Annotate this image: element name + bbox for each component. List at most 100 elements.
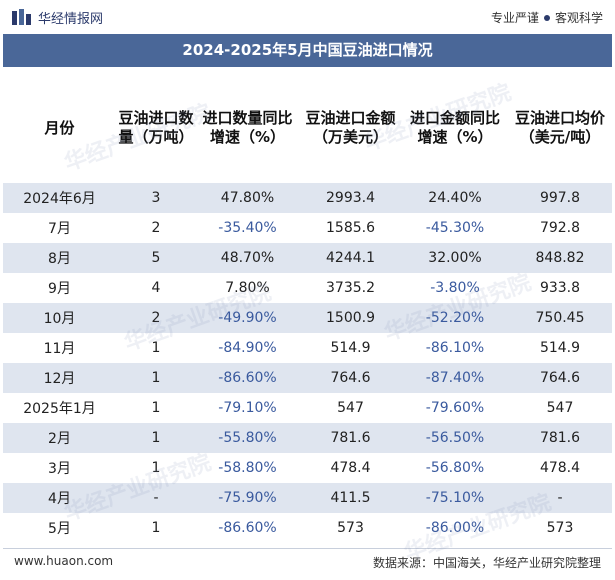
cell-amount: 781.6	[299, 423, 402, 453]
cell-amount: 478.4	[330, 460, 371, 476]
tagline-right: 客观科学	[554, 11, 603, 25]
cell-month: 4月	[3, 483, 116, 513]
cell-month: 10月	[3, 303, 116, 333]
header-avg-price: 豆油进口均价（美元/吨）	[514, 109, 605, 146]
cell-amount: 764.6	[299, 363, 402, 393]
cell-month: 2025年1月	[23, 401, 96, 417]
cell-amount-yoy: -86.10%	[425, 340, 485, 356]
table-row: 12月 1 -86.60% 764.6 -87.40% 764.6	[3, 363, 612, 393]
cell-quantity-yoy: -58.80%	[218, 460, 277, 476]
cell-quantity-yoy: -55.80%	[196, 423, 299, 453]
cell-month: 7月	[48, 221, 71, 237]
cell-month: 9月	[48, 281, 71, 297]
cell-quantity: -	[116, 483, 196, 513]
table-row: 10月 2 -49.90% 1500.9 -52.20% 750.45	[3, 303, 612, 333]
cell-avg-price: 547	[546, 400, 574, 416]
cell-quantity: 5	[116, 243, 196, 273]
header-amount: 豆油进口金额（万美元）	[305, 109, 396, 146]
cell-amount: 514.9	[330, 340, 371, 356]
cell-quantity-yoy: -84.90%	[218, 340, 277, 356]
cell-avg-price: -	[508, 483, 612, 513]
tagline-left: 专业严谨	[490, 11, 539, 25]
footer-website: www.huaon.com	[14, 554, 114, 568]
cell-month: 11月	[43, 341, 76, 357]
table-row: 2月 1 -55.80% 781.6 -56.50% 781.6	[3, 423, 612, 453]
cell-amount-yoy: -87.40%	[402, 363, 508, 393]
import-data-table: 月份 豆油进口数量（万吨） 进口数量同比增速（%） 豆油进口金额（万美元） 进口…	[3, 73, 612, 543]
cell-quantity: 3	[116, 183, 196, 213]
cell-month: 5月	[48, 521, 71, 537]
cell-amount: 573	[337, 520, 364, 536]
table-row: 2024年6月 3 47.80% 2993.4 24.40% 997.8	[3, 183, 612, 213]
cell-amount: 1585.6	[326, 220, 375, 236]
cell-amount-yoy: 24.40%	[402, 183, 508, 213]
cell-avg-price: 781.6	[508, 423, 612, 453]
cell-quantity: 1	[116, 423, 196, 453]
cell-quantity-yoy: -86.60%	[218, 520, 277, 536]
cell-avg-price: 750.45	[508, 303, 612, 333]
cell-quantity: 1	[151, 400, 161, 416]
cell-quantity: 1	[151, 460, 161, 476]
cell-quantity-yoy: 48.70%	[196, 243, 299, 273]
cell-quantity-yoy: 47.80%	[196, 183, 299, 213]
cell-avg-price: 848.82	[508, 243, 612, 273]
table-row: 8月 5 48.70% 4244.1 32.00% 848.82	[3, 243, 612, 273]
cell-amount: 2993.4	[299, 183, 402, 213]
cell-amount-yoy: -45.30%	[425, 220, 485, 236]
cell-avg-price: 933.8	[539, 280, 581, 296]
top-bar: 华经情报网 专业严谨 客观科学	[0, 0, 615, 34]
cell-amount: 411.5	[299, 483, 402, 513]
cell-avg-price: 997.8	[508, 183, 612, 213]
header-month: 月份	[44, 118, 75, 137]
cell-month: 12月	[3, 363, 116, 393]
cell-avg-price: 514.9	[539, 340, 581, 356]
table-row: 7月 2 -35.40% 1585.6 -45.30% 792.8	[3, 213, 612, 243]
cell-quantity-yoy: -75.90%	[196, 483, 299, 513]
cell-quantity-yoy: -86.60%	[196, 363, 299, 393]
cell-avg-price: 573	[546, 520, 574, 536]
cell-month: 2月	[3, 423, 116, 453]
cell-quantity-yoy: -49.90%	[196, 303, 299, 333]
cell-avg-price: 792.8	[539, 220, 581, 236]
cell-amount: 547	[337, 400, 364, 416]
tagline: 专业严谨 客观科学	[491, 9, 603, 26]
cell-quantity: 1	[116, 363, 196, 393]
header-amount-yoy: 进口金额同比增速（%）	[409, 109, 500, 146]
cell-amount-yoy: 32.00%	[402, 243, 508, 273]
table-row: 9月 4 7.80% 3735.2 -3.80% 933.8	[3, 273, 612, 303]
cell-avg-price: 478.4	[539, 460, 581, 476]
logo-text: 华经情报网	[38, 12, 104, 27]
cell-quantity-yoy: -35.40%	[218, 220, 277, 236]
cell-amount-yoy: -86.00%	[425, 520, 485, 536]
table-body: 2024年6月 3 47.80% 2993.4 24.40% 997.8 7月 2 -35.40…	[3, 183, 612, 543]
footer-divider	[3, 548, 612, 549]
footer-source: 数据来源：中国海关，华经产业研究院整理	[372, 556, 601, 570]
cell-amount: 3735.2	[326, 280, 375, 296]
cell-amount-yoy: -3.80%	[430, 280, 480, 296]
header-quantity-yoy: 进口数量同比增速（%）	[202, 109, 293, 146]
cell-month: 3月	[48, 461, 71, 477]
cell-amount-yoy: -75.10%	[402, 483, 508, 513]
table-row: 3月 1 -58.80% 478.4 -56.80% 478.4	[3, 453, 612, 483]
cell-quantity-yoy: -79.10%	[218, 400, 277, 416]
table-title: 2024-2025年5月中国豆油进口情况	[3, 34, 612, 67]
cell-month: 2024年6月	[3, 183, 116, 213]
table-row: 4月 - -75.90% 411.5 -75.10% -	[3, 483, 612, 513]
cell-quantity: 4	[151, 280, 161, 296]
cell-quantity: 1	[151, 520, 161, 536]
cell-quantity: 1	[151, 340, 161, 356]
huajing-logo-icon	[12, 9, 31, 25]
cell-quantity-yoy: 7.80%	[225, 280, 270, 296]
cell-amount: 1500.9	[299, 303, 402, 333]
header-quantity: 豆油进口数量（万吨）	[118, 109, 194, 146]
cell-amount-yoy: -52.20%	[402, 303, 508, 333]
cell-amount-yoy: -79.60%	[425, 400, 485, 416]
cell-quantity: 2	[116, 303, 196, 333]
cell-quantity: 2	[151, 220, 161, 236]
cell-avg-price: 764.6	[508, 363, 612, 393]
table-row: 11月 1 -84.90% 514.9 -86.10% 514.9	[3, 333, 612, 363]
dot-separator-icon	[543, 15, 550, 21]
cell-amount-yoy: -56.80%	[425, 460, 485, 476]
cell-month: 8月	[3, 243, 116, 273]
table-row: 2025年1月 1 -79.10% 547 -79.60% 547	[3, 393, 612, 423]
